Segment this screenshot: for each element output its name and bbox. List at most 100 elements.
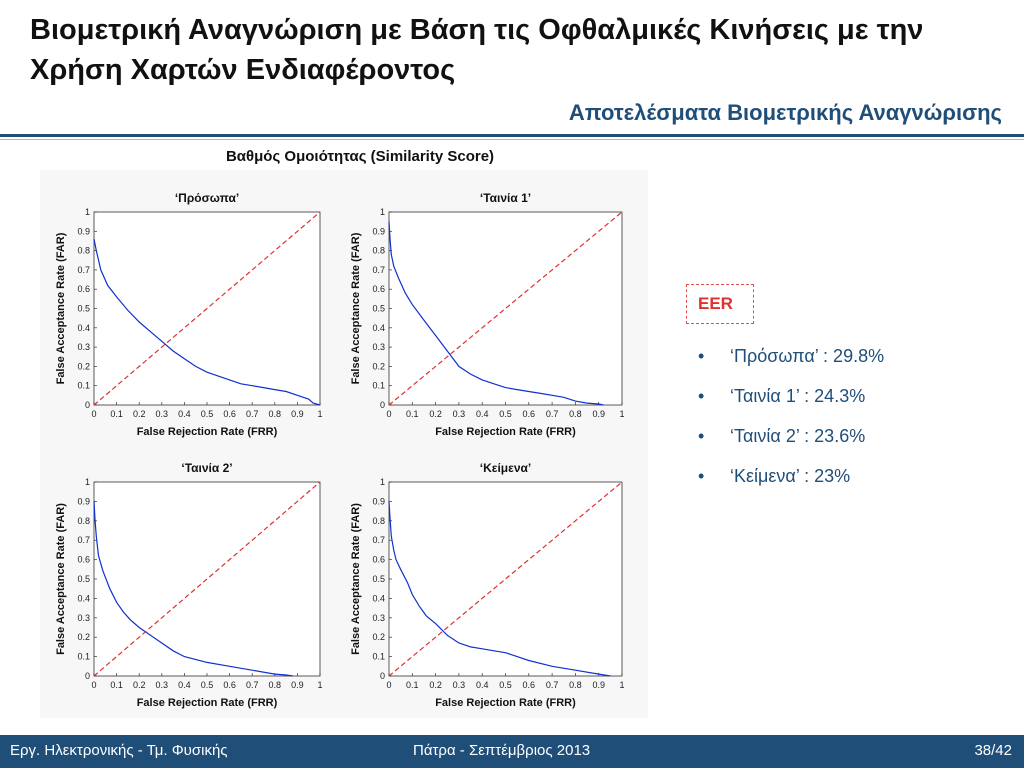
y-tick-label: 0 — [380, 671, 385, 681]
x-tick-label: 1 — [619, 680, 624, 690]
y-tick-label: 0.6 — [77, 284, 90, 294]
y-tick-label: 0 — [85, 400, 90, 410]
x-tick-label: 0.1 — [406, 409, 419, 419]
eer-item-text: ‘Ταινία 1’ : 24.3% — [730, 386, 866, 406]
x-tick-label: 0.8 — [569, 680, 582, 690]
far-frr-curve — [93, 238, 321, 406]
x-tick-label: 0.5 — [201, 409, 214, 419]
x-tick-label: 0.2 — [133, 409, 146, 419]
eer-list: • ‘Πρόσωπα’ : 29.8% • ‘Ταινία 1’ : 24.3% •… — [698, 346, 884, 506]
diagonal-reference-line — [93, 211, 321, 406]
y-axis-label: False Acceptance Rate (FAR) — [55, 232, 67, 384]
y-tick-label: 1 — [85, 207, 90, 217]
x-axis-label: False Rejection Rate (FRR) — [137, 697, 278, 709]
y-tick-label: 1 — [85, 477, 90, 487]
chart-area: ‘Πρόσωπα’ 0 0.1 0.2 0.3 0.4 0.5 0.6 0.7 0.8 0.9 1 0 0… — [40, 170, 648, 718]
y-tick-label: 0.5 — [372, 304, 385, 314]
bullet-glyph: • — [698, 426, 705, 446]
y-tick-label: 1 — [380, 207, 385, 217]
x-tick-label: 0.4 — [178, 409, 191, 419]
x-tick-label: 0.6 — [223, 680, 236, 690]
x-tick-label: 0.6 — [223, 409, 236, 419]
x-axis-label: False Rejection Rate (FRR) — [435, 697, 576, 709]
y-tick-label: 0.8 — [77, 516, 90, 526]
y-tick-label: 0.2 — [372, 632, 385, 642]
x-tick-label: 0.4 — [476, 680, 489, 690]
x-tick-label: 0.4 — [476, 409, 489, 419]
x-tick-label: 0.6 — [523, 409, 536, 419]
footer-bar: Εργ. Ηλεκτρονικής - Τμ. Φυσικής Πάτρα - … — [0, 735, 1024, 768]
y-tick-label: 1 — [380, 477, 385, 487]
x-tick-label: 0 — [91, 409, 96, 419]
slide-subtitle: Αποτελέσματα Βιομετρικής Αναγνώρισης — [568, 100, 1002, 125]
y-tick-label: 0.3 — [372, 613, 385, 623]
x-tick-label: 0.9 — [592, 409, 605, 419]
x-tick-label: 0.8 — [569, 409, 582, 419]
diagonal-reference-line — [388, 481, 623, 677]
slide-title: Βιομετρική Αναγνώριση με Βάση τις Οφθαλμ… — [30, 14, 924, 86]
x-tick-label: 0 — [386, 680, 391, 690]
y-tick-label: 0.1 — [372, 652, 385, 662]
y-tick-label: 0.1 — [77, 381, 90, 391]
y-tick-label: 0.4 — [77, 593, 90, 603]
x-tick-label: 1 — [317, 409, 322, 419]
chart-title: ‘Ταινία 1’ — [480, 191, 531, 205]
y-tick-label: 0.7 — [372, 535, 385, 545]
far-frr-curve — [93, 501, 293, 677]
x-tick-label: 0.7 — [546, 680, 559, 690]
y-tick-label: 0.9 — [372, 226, 385, 236]
eer-item-text: ‘Ταινία 2’ : 23.6% — [730, 426, 866, 446]
x-tick-label: 0.3 — [156, 680, 169, 690]
x-tick-label: 0.2 — [429, 680, 442, 690]
header-rule-thin — [0, 139, 1024, 140]
eer-label-box: EER — [686, 284, 754, 324]
x-tick-label: 0.8 — [269, 409, 282, 419]
y-tick-label: 0.4 — [77, 323, 90, 333]
chart-title: ‘Πρόσωπα’ — [175, 191, 239, 205]
bullet-glyph: • — [698, 386, 705, 406]
y-tick-label: 0.7 — [77, 265, 90, 275]
x-tick-label: 0.1 — [110, 680, 123, 690]
x-tick-label: 0.8 — [269, 680, 282, 690]
header-rule — [0, 134, 1024, 137]
y-tick-label: 0.9 — [372, 496, 385, 506]
y-tick-label: 0.9 — [77, 496, 90, 506]
eer-item: • ‘Ταινία 2’ : 23.6% — [698, 426, 884, 466]
x-tick-label: 0.5 — [499, 409, 512, 419]
y-tick-label: 0.3 — [77, 342, 90, 352]
x-tick-label: 0.1 — [406, 680, 419, 690]
y-tick-label: 0.1 — [77, 652, 90, 662]
y-tick-label: 0 — [380, 400, 385, 410]
y-axis-label: False Acceptance Rate (FAR) — [55, 503, 67, 655]
x-tick-label: 0.9 — [291, 680, 304, 690]
y-tick-label: 0.8 — [372, 246, 385, 256]
eer-item-text: ‘Πρόσωπα’ : 29.8% — [730, 346, 885, 366]
eer-item: • ‘Πρόσωπα’ : 29.8% — [698, 346, 884, 386]
x-axis-label: False Rejection Rate (FRR) — [435, 426, 576, 438]
y-tick-label: 0.6 — [372, 555, 385, 565]
y-tick-label: 0.5 — [372, 574, 385, 584]
y-tick-label: 0.7 — [372, 265, 385, 275]
y-tick-label: 0.8 — [372, 516, 385, 526]
bullet-glyph: • — [698, 466, 705, 486]
x-tick-label: 0.1 — [110, 409, 123, 419]
x-tick-label: 0.7 — [246, 680, 259, 690]
x-tick-label: 1 — [317, 680, 322, 690]
y-tick-label: 0.3 — [77, 613, 90, 623]
y-tick-label: 0.6 — [372, 284, 385, 294]
x-tick-label: 0.3 — [453, 409, 466, 419]
x-tick-label: 0.7 — [546, 409, 559, 419]
x-axis-label: False Rejection Rate (FRR) — [137, 426, 278, 438]
far-frr-curve — [388, 501, 611, 677]
y-tick-label: 0.6 — [77, 555, 90, 565]
figure-title: Βαθμός Ομοιότητας (Similarity Score) — [225, 148, 495, 165]
x-tick-label: 1 — [619, 409, 624, 419]
y-tick-label: 0.4 — [372, 323, 385, 333]
x-tick-label: 0 — [91, 680, 96, 690]
y-tick-label: 0.5 — [77, 304, 90, 314]
x-tick-label: 0.2 — [133, 680, 146, 690]
x-tick-label: 0 — [386, 409, 391, 419]
y-axis-label: False Acceptance Rate (FAR) — [350, 503, 362, 655]
y-tick-label: 0.4 — [372, 593, 385, 603]
x-tick-label: 0.6 — [523, 680, 536, 690]
